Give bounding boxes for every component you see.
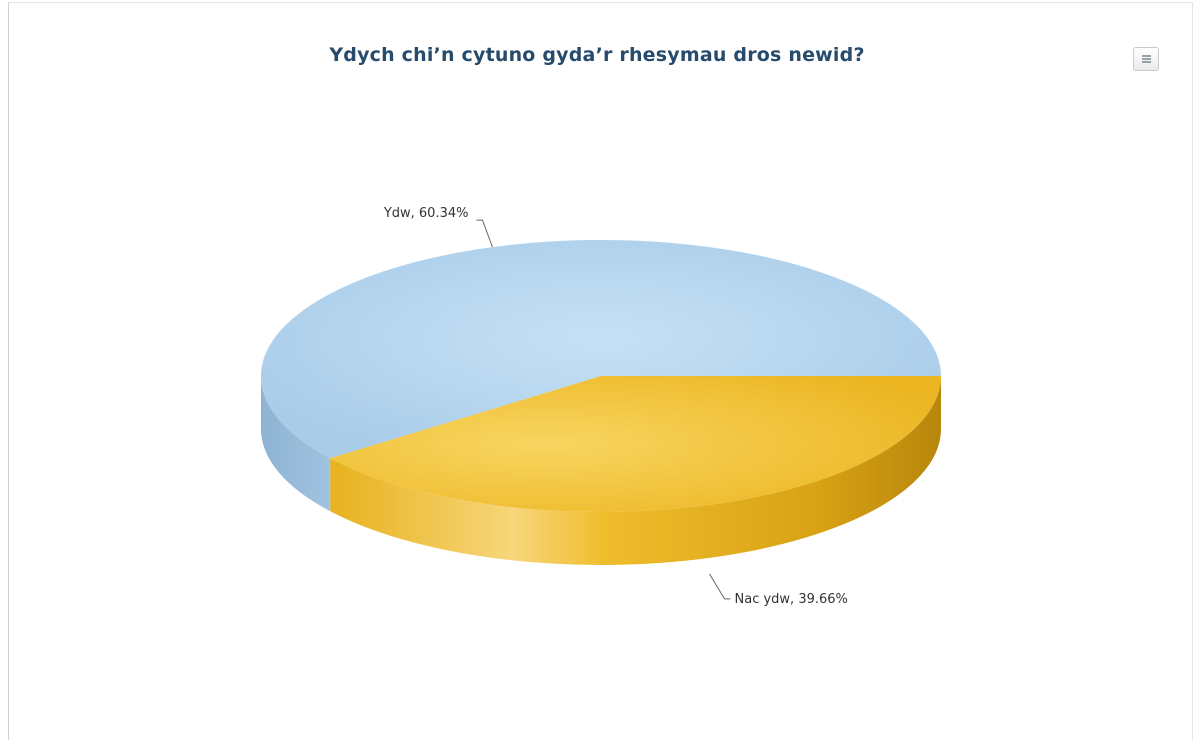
data-label-1: Nac ydw, 39.66% [735, 592, 848, 607]
data-label-connector-1 [710, 574, 731, 599]
data-label-0: Ydw, 60.34% [383, 206, 469, 221]
data-label-connector-0 [476, 220, 492, 247]
